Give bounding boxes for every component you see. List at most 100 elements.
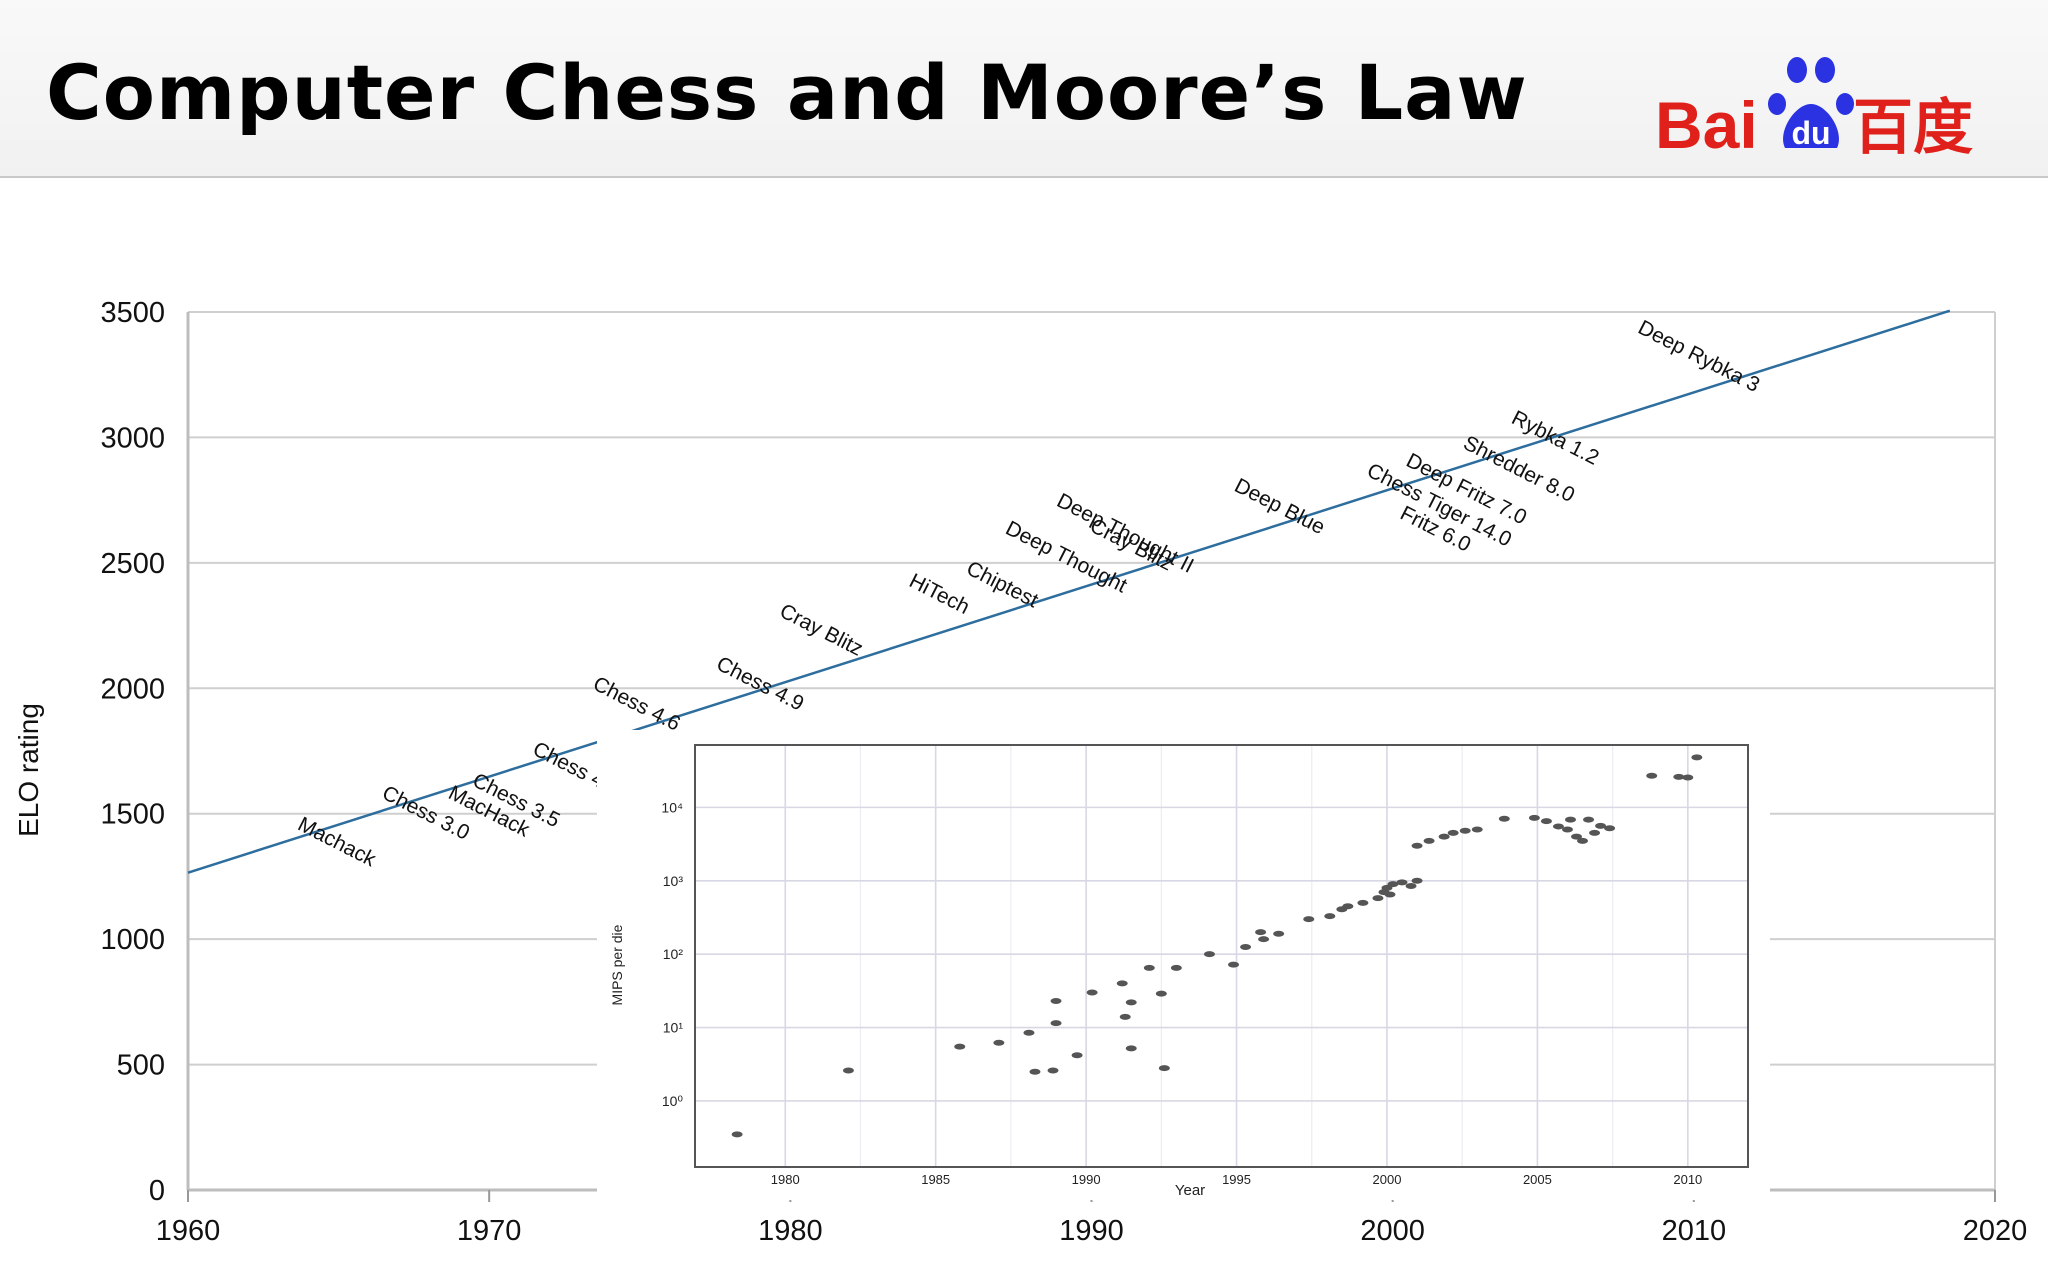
mips-point bbox=[1646, 772, 1658, 779]
mips-point bbox=[1023, 1029, 1035, 1036]
mips-point bbox=[1571, 833, 1583, 840]
mips-point bbox=[1050, 998, 1062, 1005]
elo-x-tick-label: 2020 bbox=[1963, 1215, 2028, 1247]
baidu-logo: Bai du 百度 bbox=[1655, 57, 1973, 162]
mips-point bbox=[1372, 895, 1384, 902]
mips-point bbox=[1029, 1068, 1041, 1075]
program-label: Deep Rybka 3 bbox=[1634, 316, 1763, 397]
mips-point bbox=[1158, 1065, 1170, 1072]
mips-x-tick-label: 1990 bbox=[1072, 1172, 1101, 1187]
mips-point bbox=[1228, 961, 1240, 968]
mips-point bbox=[1438, 833, 1450, 840]
mips-point bbox=[1411, 842, 1423, 849]
program-label: Chess 4.6 bbox=[589, 672, 684, 735]
mips-point bbox=[1564, 816, 1576, 823]
elo-y-axis-label: ELO rating bbox=[13, 703, 44, 837]
mips-point bbox=[1303, 916, 1315, 923]
mips-x-tick-label: 2010 bbox=[1673, 1172, 1702, 1187]
slide-title: Computer Chess and Moore’s Law bbox=[46, 48, 1528, 137]
mips-point bbox=[731, 1131, 743, 1138]
mips-point bbox=[1258, 936, 1270, 943]
mips-point bbox=[1405, 882, 1417, 889]
mips-point bbox=[1595, 822, 1607, 829]
mips-x-tick-label: 1980 bbox=[771, 1172, 800, 1187]
mips-point bbox=[1357, 899, 1369, 906]
mips-point bbox=[1471, 826, 1483, 833]
mips-point bbox=[1411, 877, 1423, 884]
mips-point bbox=[1498, 815, 1510, 822]
mips-point bbox=[1240, 944, 1252, 951]
program-label: Machack bbox=[294, 813, 380, 872]
mips-inset-chart: 1980 1985 1990 1995 2000 2005 2010 10⁰ 10¹ 10² 10³… bbox=[609, 744, 1749, 1199]
elo-trend-line bbox=[187, 309, 1951, 874]
mips-point bbox=[842, 1067, 854, 1074]
mips-point bbox=[1583, 816, 1595, 823]
mips-point bbox=[1342, 903, 1354, 910]
mips-y-axis-label: MIPS per die bbox=[609, 924, 625, 1005]
mips-point bbox=[954, 1043, 966, 1050]
elo-x-tick-label: 1960 bbox=[156, 1215, 221, 1247]
mips-plot-frame bbox=[694, 744, 1749, 1168]
mips-point bbox=[1604, 825, 1616, 832]
program-label: Cray Blitz bbox=[776, 599, 867, 660]
mips-point bbox=[1125, 1045, 1137, 1052]
mips-x-tick-label: 1995 bbox=[1222, 1172, 1251, 1187]
mips-point bbox=[1116, 980, 1128, 987]
mips-y-tick-label: 10³ bbox=[663, 873, 684, 889]
mips-point bbox=[1324, 913, 1336, 920]
elo-y-tick-label: 500 bbox=[117, 1050, 165, 1082]
mips-point bbox=[1047, 1067, 1059, 1074]
elo-y-tick-label: 0 bbox=[149, 1175, 165, 1207]
mips-point bbox=[1673, 773, 1685, 780]
elo-x-tick-label: 2010 bbox=[1662, 1215, 1727, 1247]
elo-y-tick-label: 3000 bbox=[100, 422, 165, 454]
elo-x-tick-label: 1980 bbox=[758, 1215, 823, 1247]
program-label: Deep Blue bbox=[1231, 474, 1329, 539]
mips-point bbox=[1447, 829, 1459, 836]
mips-x-tick-label: 2000 bbox=[1373, 1172, 1402, 1187]
mips-point bbox=[1071, 1052, 1083, 1059]
inset-background bbox=[597, 730, 1770, 1200]
mips-y-tick-label: 10² bbox=[663, 946, 684, 962]
logo-paw-text: du bbox=[1791, 115, 1830, 151]
logo-cjk-text: 百度 bbox=[1853, 94, 1973, 161]
elo-x-tick-label: 1970 bbox=[457, 1215, 522, 1247]
mips-point bbox=[1396, 879, 1408, 886]
elo-y-tick-label: 3500 bbox=[100, 297, 165, 329]
mips-point bbox=[1203, 951, 1215, 958]
mips-point bbox=[1528, 814, 1540, 821]
elo-y-tick-label: 2500 bbox=[100, 548, 165, 580]
elo-y-tick-label: 1000 bbox=[100, 924, 165, 956]
logo-latin-text: Bai bbox=[1655, 88, 1758, 162]
mips-point bbox=[1050, 1020, 1062, 1027]
mips-point bbox=[1119, 1013, 1131, 1020]
program-label: Chess 4.9 bbox=[713, 652, 808, 715]
program-label: Chess 4 bbox=[529, 737, 608, 793]
elo-x-tick-label: 2000 bbox=[1360, 1215, 1425, 1247]
mips-x-tick-label: 2005 bbox=[1523, 1172, 1552, 1187]
mips-point bbox=[1125, 999, 1137, 1006]
mips-point bbox=[1589, 829, 1601, 836]
mips-point bbox=[1273, 930, 1285, 937]
elo-x-tick-label: 1990 bbox=[1059, 1215, 1124, 1247]
elo-y-tick-label: 2000 bbox=[100, 673, 165, 705]
program-label: Chiptest bbox=[963, 557, 1042, 613]
mips-point bbox=[1387, 881, 1399, 888]
mips-point bbox=[1423, 837, 1435, 844]
mips-point bbox=[1170, 964, 1182, 971]
mips-point bbox=[1384, 891, 1396, 898]
paw-icon: du bbox=[1768, 57, 1854, 151]
mips-y-tick-label: 10⁴ bbox=[661, 799, 683, 815]
mips-x-tick-label: 1985 bbox=[921, 1172, 950, 1187]
mips-point bbox=[1691, 754, 1703, 761]
mips-point bbox=[1682, 774, 1694, 781]
mips-y-tick-label: 10¹ bbox=[663, 1020, 684, 1036]
mips-point bbox=[1577, 837, 1589, 844]
mips-point bbox=[1255, 929, 1267, 936]
mips-point bbox=[1459, 827, 1471, 834]
elo-y-tick-label: 1500 bbox=[100, 799, 165, 831]
mips-point bbox=[1155, 990, 1167, 997]
mips-point bbox=[993, 1039, 1005, 1046]
mips-x-axis-label: Year bbox=[1175, 1182, 1205, 1199]
mips-point bbox=[1552, 823, 1564, 830]
